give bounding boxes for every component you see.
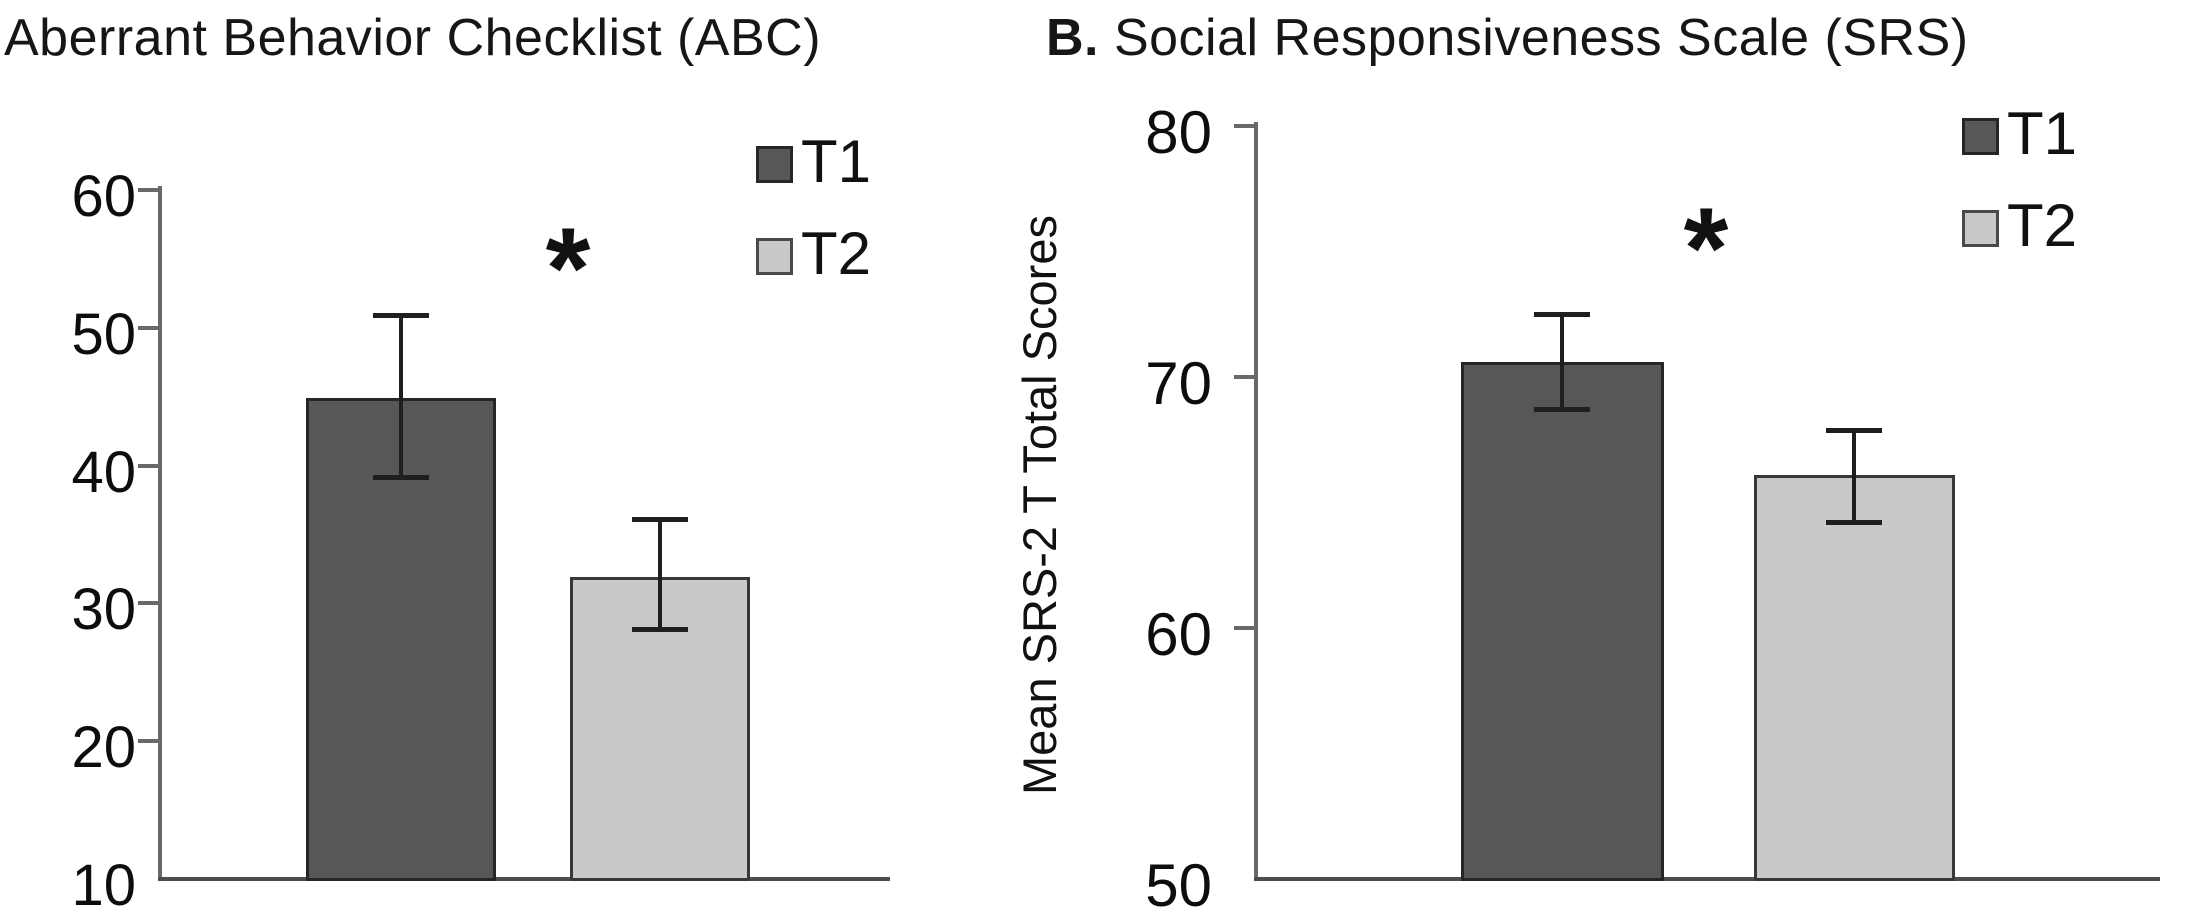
y-axis-tick-label: 30 [71, 577, 136, 642]
y-axis-tick-label: 50 [71, 302, 136, 367]
bar-t2 [1753, 475, 1955, 881]
x-axis-line [1254, 877, 2160, 881]
y-axis-line [158, 186, 162, 879]
error-bar-t2 [658, 519, 662, 630]
y-axis-tick [1234, 124, 1254, 128]
abc-legend: T1 T2 [756, 132, 871, 330]
error-bar-bottom-cap-t2 [1826, 520, 1882, 525]
srs-legend-swatch-t1 [1962, 117, 1999, 155]
srs-y-axis-label: Mean SRS-2 T Total Scores [1013, 215, 1066, 795]
y-axis-tick-label: 80 [1145, 99, 1212, 166]
abc-significance-asterisk: * [545, 205, 591, 333]
x-axis-line [158, 877, 890, 881]
srs-legend-swatch-t2 [1962, 209, 1999, 247]
error-bar-t1 [1560, 314, 1564, 410]
chart-srs-title-text: Social Responsiveness Scale (SRS) [1113, 9, 1969, 67]
srs-legend-label-t1: T1 [2007, 100, 2078, 167]
abc-legend-swatch-t1 [756, 145, 793, 183]
y-axis-tick [138, 464, 158, 468]
error-bar-bottom-cap-t2 [632, 627, 688, 632]
srs-significance-asterisk: * [1683, 185, 1729, 313]
y-axis-line [1254, 122, 1258, 879]
abc-legend-row-t1: T1 [756, 132, 871, 192]
srs-legend: T1 T2 [1962, 104, 2077, 302]
error-bar-top-cap-t2 [632, 517, 688, 522]
chart-srs-title: B. Social Responsiveness Scale (SRS) [1046, 8, 1969, 68]
y-axis-tick-label: 40 [71, 440, 136, 505]
error-bar-t1 [399, 315, 403, 478]
y-axis-tick [1234, 626, 1254, 630]
y-axis-tick-label: 70 [1145, 350, 1212, 417]
error-bar-t2 [1852, 430, 1856, 523]
chart-abc-title-text: Aberrant Behavior Checklist (ABC) [4, 9, 822, 67]
y-axis-tick-label: 60 [1145, 601, 1212, 668]
y-axis-tick [138, 601, 158, 605]
error-bar-bottom-cap-t1 [373, 475, 429, 480]
error-bar-top-cap-t2 [1826, 428, 1882, 433]
bar-t1 [1460, 362, 1664, 881]
panel-b-label: B. [1046, 9, 1099, 67]
y-axis-tick [138, 188, 158, 192]
chart-abc-title: Aberrant Behavior Checklist (ABC) [4, 8, 821, 68]
y-axis-tick [138, 326, 158, 330]
error-bar-top-cap-t1 [373, 313, 429, 318]
y-axis-tick [138, 739, 158, 743]
error-bar-top-cap-t1 [1534, 312, 1590, 317]
error-bar-bottom-cap-t1 [1534, 407, 1590, 412]
y-axis-tick [1234, 375, 1254, 379]
srs-legend-row-t2: T2 [1962, 196, 2077, 256]
y-axis-tick-label: 10 [71, 853, 136, 908]
abc-legend-label-t1: T1 [801, 128, 872, 195]
srs-legend-label-t2: T2 [2007, 192, 2078, 259]
abc-legend-row-t2: T2 [756, 224, 871, 284]
y-axis-tick-label: 20 [71, 715, 136, 780]
abc-legend-label-t2: T2 [801, 220, 872, 287]
srs-legend-row-t1: T1 [1962, 104, 2077, 164]
abc-legend-swatch-t2 [756, 237, 793, 275]
y-axis-tick-label: 50 [1145, 852, 1212, 908]
y-axis-tick-label: 60 [71, 164, 136, 229]
